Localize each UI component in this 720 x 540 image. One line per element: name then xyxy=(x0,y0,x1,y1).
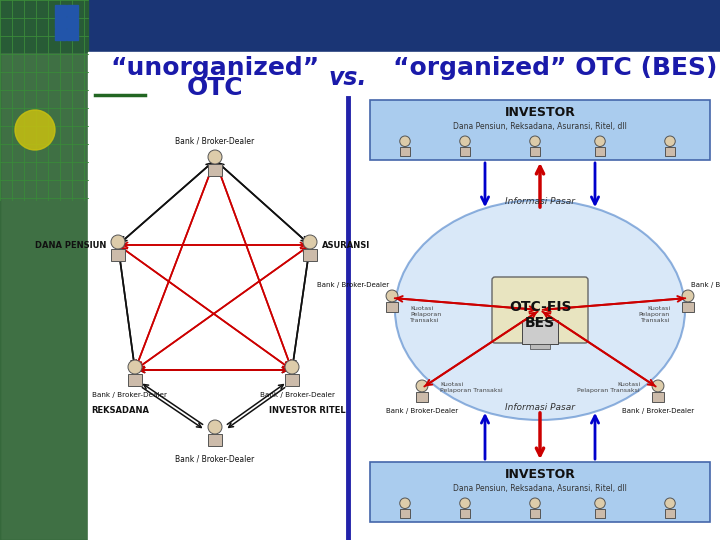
Text: OTC: OTC xyxy=(186,76,243,100)
Text: Informasi Pasar: Informasi Pasar xyxy=(505,403,575,413)
Text: Kuotasi
Pelaporan
Transaksi: Kuotasi Pelaporan Transaksi xyxy=(410,306,441,322)
Circle shape xyxy=(652,380,664,392)
Bar xyxy=(55,5,66,16)
Circle shape xyxy=(595,136,606,146)
FancyBboxPatch shape xyxy=(492,277,588,343)
Text: REKSADANA: REKSADANA xyxy=(91,406,149,415)
Ellipse shape xyxy=(395,200,685,420)
Bar xyxy=(460,509,470,517)
Text: Bank / Broker-Dealer: Bank / Broker-Dealer xyxy=(622,408,694,414)
Circle shape xyxy=(285,360,299,374)
Text: Bank / Broker-Dealer: Bank / Broker-Dealer xyxy=(317,282,389,288)
Text: INVESTOR RITEL: INVESTOR RITEL xyxy=(269,406,346,415)
Bar xyxy=(522,320,558,344)
Circle shape xyxy=(15,110,55,150)
Text: “organized” OTC (BES): “organized” OTC (BES) xyxy=(393,56,717,80)
Bar xyxy=(0,0,720,52)
Text: “unorganized”: “unorganized” xyxy=(110,56,320,80)
Circle shape xyxy=(460,136,470,146)
Circle shape xyxy=(386,290,398,302)
Bar xyxy=(530,146,540,156)
Text: Informasi Pasar: Informasi Pasar xyxy=(505,198,575,206)
Bar xyxy=(303,249,317,261)
Text: Kuotasi
Pelaporan Transaksi: Kuotasi Pelaporan Transaksi xyxy=(440,382,503,393)
Bar xyxy=(386,302,398,312)
Bar xyxy=(55,29,66,40)
Bar xyxy=(55,17,66,28)
Text: vs.: vs. xyxy=(329,66,367,90)
Bar xyxy=(67,17,78,28)
Text: OTC-FIS
BES: OTC-FIS BES xyxy=(509,300,571,330)
Bar xyxy=(595,146,606,156)
Bar xyxy=(665,146,675,156)
Text: Kuotasi
Pelaporan
Transaksi: Kuotasi Pelaporan Transaksi xyxy=(639,306,670,322)
Circle shape xyxy=(595,498,606,509)
Bar xyxy=(285,374,299,386)
Circle shape xyxy=(208,150,222,164)
Circle shape xyxy=(665,136,675,146)
Circle shape xyxy=(400,136,410,146)
Circle shape xyxy=(665,498,675,509)
Bar xyxy=(111,249,125,261)
Text: Bank / Broker-Dealer: Bank / Broker-Dealer xyxy=(691,282,720,288)
Bar xyxy=(400,146,410,156)
Bar xyxy=(88,52,720,540)
Bar xyxy=(682,302,694,312)
Text: DANA PENSIUN: DANA PENSIUN xyxy=(35,240,106,249)
Text: INVESTOR: INVESTOR xyxy=(505,105,575,118)
Circle shape xyxy=(128,360,142,374)
Text: Bank / Broker-Dealer: Bank / Broker-Dealer xyxy=(176,136,255,145)
Bar xyxy=(400,509,410,517)
Bar xyxy=(208,434,222,446)
Bar xyxy=(0,0,88,540)
Bar xyxy=(67,5,78,16)
Circle shape xyxy=(208,420,222,434)
Circle shape xyxy=(682,290,694,302)
Circle shape xyxy=(460,498,470,509)
Bar xyxy=(67,29,78,40)
Bar xyxy=(416,392,428,402)
Bar xyxy=(530,344,550,349)
Bar xyxy=(460,146,470,156)
Circle shape xyxy=(530,136,540,146)
Text: Dana Pensiun, Reksadana, Asuransi, Ritel, dll: Dana Pensiun, Reksadana, Asuransi, Ritel… xyxy=(453,483,627,492)
Bar xyxy=(530,509,540,517)
Circle shape xyxy=(416,380,428,392)
Circle shape xyxy=(111,235,125,249)
Text: Bank / Broker-Dealer: Bank / Broker-Dealer xyxy=(176,455,255,464)
Bar xyxy=(665,509,675,517)
Text: ASURANSI: ASURANSI xyxy=(322,240,370,249)
Text: Kuotasi
Pelaporan Transaksi: Kuotasi Pelaporan Transaksi xyxy=(577,382,640,393)
Bar xyxy=(370,100,710,160)
Circle shape xyxy=(303,235,317,249)
Text: Bank / Broker-Dealer: Bank / Broker-Dealer xyxy=(259,392,335,398)
Bar xyxy=(128,374,142,386)
Bar xyxy=(595,509,606,517)
Bar xyxy=(370,462,710,522)
Text: INVESTOR: INVESTOR xyxy=(505,468,575,481)
Bar xyxy=(652,392,664,402)
Text: Bank / Broker-Dealer: Bank / Broker-Dealer xyxy=(386,408,458,414)
Bar xyxy=(208,164,222,176)
Circle shape xyxy=(400,498,410,509)
Text: Bank / Broker-Dealer: Bank / Broker-Dealer xyxy=(92,392,168,398)
Text: Dana Pensiun, Reksadana, Asuransi, Ritel, dll: Dana Pensiun, Reksadana, Asuransi, Ritel… xyxy=(453,122,627,131)
Circle shape xyxy=(530,498,540,509)
